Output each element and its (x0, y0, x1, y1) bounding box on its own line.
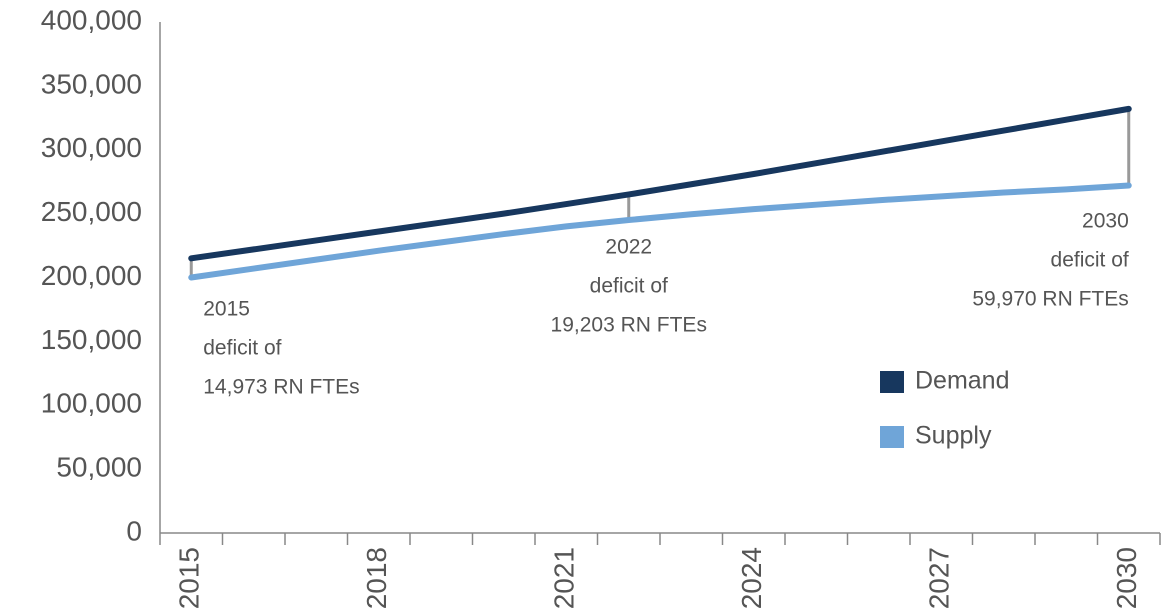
y-tick-label: 250,000 (41, 196, 142, 227)
y-tick-label: 350,000 (41, 68, 142, 99)
annotation: 59,970 RN FTEs (972, 288, 1128, 311)
legend-label: Supply (915, 422, 992, 450)
line-series (188, 182, 1132, 281)
x-tick-label: 2015 (174, 547, 205, 609)
x-tick-label: 2027 (924, 547, 955, 609)
annotation: 14,973 RN FTEs (203, 376, 359, 399)
x-tick-label: 2021 (549, 547, 580, 609)
annotation: deficit of (203, 337, 281, 360)
x-tick-label: 2018 (361, 547, 392, 609)
y-tick-label: 150,000 (41, 324, 142, 355)
annotation: deficit of (590, 275, 668, 298)
y-tick-label: 200,000 (41, 260, 142, 291)
y-tick-label: 300,000 (41, 132, 142, 163)
y-tick-label: 0 (126, 515, 142, 546)
legend-swatch (880, 426, 904, 448)
y-tick-label: 50,000 (56, 452, 142, 483)
legend-label: Demand (915, 367, 1010, 395)
y-tick-label: 100,000 (41, 388, 142, 419)
annotation: 19,203 RN FTEs (551, 314, 707, 337)
annotation: 2015 (203, 298, 250, 321)
annotation: 2022 (605, 236, 652, 259)
line-series (188, 105, 1132, 262)
y-tick-label: 400,000 (41, 4, 142, 35)
x-tick-label: 2030 (1111, 547, 1142, 609)
x-tick-label: 2024 (736, 547, 767, 609)
legend-swatch (880, 371, 904, 393)
annotation: deficit of (1051, 249, 1129, 272)
annotation: 2030 (1082, 210, 1129, 233)
